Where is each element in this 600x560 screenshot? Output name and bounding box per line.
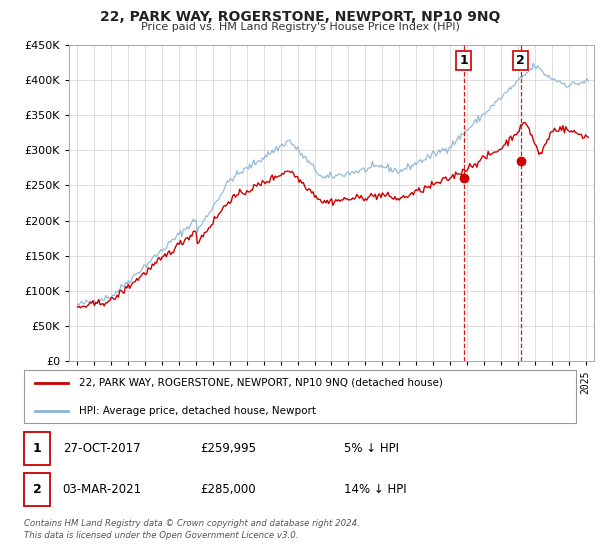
Text: HPI: Average price, detached house, Newport: HPI: Average price, detached house, Newp… bbox=[79, 406, 316, 416]
Text: 5% ↓ HPI: 5% ↓ HPI bbox=[344, 442, 399, 455]
Text: This data is licensed under the Open Government Licence v3.0.: This data is licensed under the Open Gov… bbox=[24, 531, 299, 540]
Bar bbox=[24, 432, 50, 465]
Text: 03-MAR-2021: 03-MAR-2021 bbox=[62, 483, 142, 496]
Bar bbox=[24, 473, 50, 506]
Text: 1: 1 bbox=[33, 442, 41, 455]
Text: 22, PARK WAY, ROGERSTONE, NEWPORT, NP10 9NQ: 22, PARK WAY, ROGERSTONE, NEWPORT, NP10 … bbox=[100, 10, 500, 24]
Text: 14% ↓ HPI: 14% ↓ HPI bbox=[344, 483, 407, 496]
Text: 1: 1 bbox=[460, 54, 469, 67]
Text: £259,995: £259,995 bbox=[200, 442, 257, 455]
Text: 22, PARK WAY, ROGERSTONE, NEWPORT, NP10 9NQ (detached house): 22, PARK WAY, ROGERSTONE, NEWPORT, NP10 … bbox=[79, 378, 443, 388]
Text: 2: 2 bbox=[33, 483, 41, 496]
Text: Price paid vs. HM Land Registry's House Price Index (HPI): Price paid vs. HM Land Registry's House … bbox=[140, 22, 460, 32]
Text: 27-OCT-2017: 27-OCT-2017 bbox=[62, 442, 140, 455]
Text: £285,000: £285,000 bbox=[200, 483, 256, 496]
Text: Contains HM Land Registry data © Crown copyright and database right 2024.: Contains HM Land Registry data © Crown c… bbox=[24, 519, 360, 528]
Text: 2: 2 bbox=[516, 54, 525, 67]
